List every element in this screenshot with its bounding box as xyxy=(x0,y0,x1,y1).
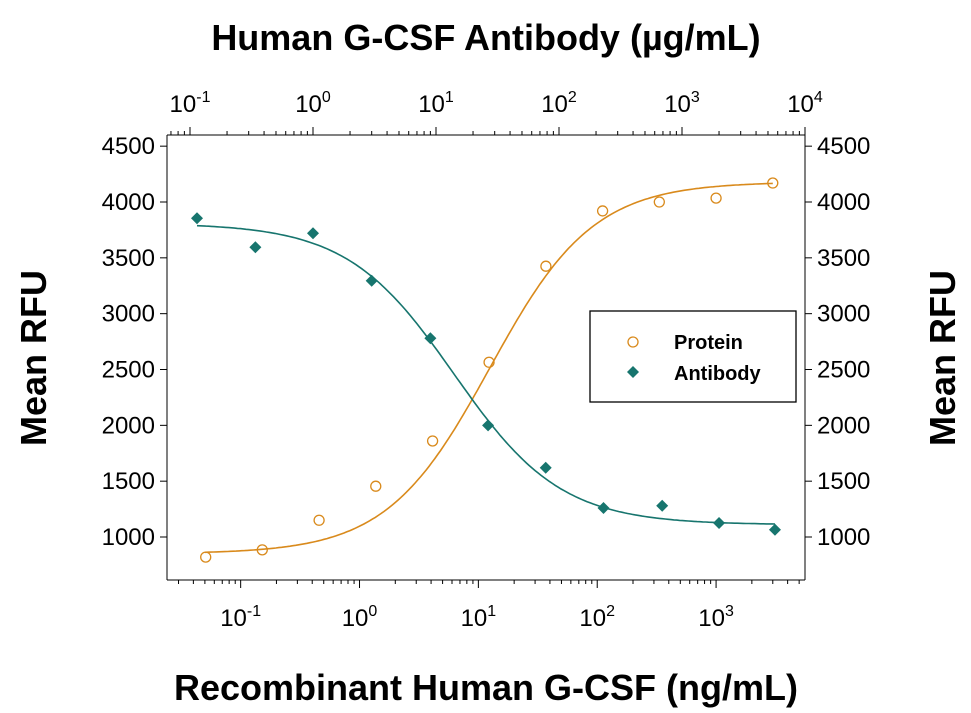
y-tick-label-right: 1500 xyxy=(817,468,870,495)
x-bottom-tick-label: 103 xyxy=(698,603,734,632)
data-point-protein xyxy=(256,544,268,556)
x-top-tick-label: 10-1 xyxy=(170,89,211,118)
data-point-antibody xyxy=(191,212,204,225)
y-tick-label-left: 2500 xyxy=(102,357,155,384)
legend-label-antibody: Antibody xyxy=(674,363,762,385)
y-tick-label-left: 2000 xyxy=(102,412,155,439)
data-point-antibody xyxy=(597,501,610,514)
data-point-antibody xyxy=(307,227,320,240)
legend-marker-antibody xyxy=(627,366,639,378)
legend-marker-protein xyxy=(627,336,639,348)
fit-curve-antibody xyxy=(196,224,776,525)
data-point-protein xyxy=(767,177,779,189)
data-point-protein xyxy=(483,356,495,368)
x-top-tick-label: 101 xyxy=(418,89,454,118)
data-point-protein xyxy=(370,480,382,492)
data-point-antibody xyxy=(768,523,781,536)
x-top-tick-label: 102 xyxy=(541,89,577,118)
y-tick-label-right: 4500 xyxy=(817,133,870,160)
x-axis-title: Recombinant Human G-CSF (ng/mL) xyxy=(174,667,798,708)
y-tick-label-right: 2500 xyxy=(817,357,870,384)
data-point-protein xyxy=(313,514,325,526)
y-tick-label-right: 4000 xyxy=(817,189,870,216)
legend-label-protein: Protein xyxy=(674,332,743,354)
x-bottom-tick-label: 100 xyxy=(342,603,378,632)
y-tick-label-left: 1500 xyxy=(102,468,155,495)
y-axis-title-right: Mean RFU xyxy=(922,270,963,446)
x-bottom-tick-label: 102 xyxy=(579,603,615,632)
data-point-antibody xyxy=(539,461,552,474)
data-point-protein xyxy=(540,260,552,272)
y-tick-label-left: 4500 xyxy=(102,133,155,160)
data-point-antibody xyxy=(656,499,669,512)
y-tick-label-right: 3500 xyxy=(817,245,870,272)
data-point-protein xyxy=(596,205,609,217)
fit-curve-protein xyxy=(204,182,773,554)
top-axis-title: Human G-CSF Antibody (µg/mL) xyxy=(211,17,760,58)
y-tick-label-right: 3000 xyxy=(817,301,870,328)
y-axis-title-left: Mean RFU xyxy=(13,270,54,446)
data-point-antibody xyxy=(249,241,262,254)
y-tick-label-left: 1000 xyxy=(102,524,155,551)
data-point-antibody xyxy=(365,274,378,287)
y-tick-label-right: 2000 xyxy=(817,412,870,439)
x-bottom-tick-label: 10-1 xyxy=(220,603,261,632)
data-point-protein xyxy=(653,196,665,208)
data-point-antibody xyxy=(482,419,495,432)
x-bottom-tick-label: 101 xyxy=(461,603,497,632)
x-top-tick-label: 100 xyxy=(295,89,331,118)
y-tick-label-right: 1000 xyxy=(817,524,870,551)
data-point-protein xyxy=(710,192,722,204)
y-tick-label-left: 3500 xyxy=(102,245,155,272)
y-tick-label-left: 3000 xyxy=(102,301,155,328)
data-point-protein xyxy=(426,435,439,447)
data-point-antibody xyxy=(713,517,726,530)
legend: Protein Antibody xyxy=(589,310,797,403)
data-point-antibody xyxy=(424,332,437,345)
x-top-tick-label: 103 xyxy=(664,89,700,118)
data-point-protein xyxy=(200,551,212,563)
x-top-tick-label: 104 xyxy=(787,89,823,118)
y-tick-label-left: 4000 xyxy=(102,189,155,216)
